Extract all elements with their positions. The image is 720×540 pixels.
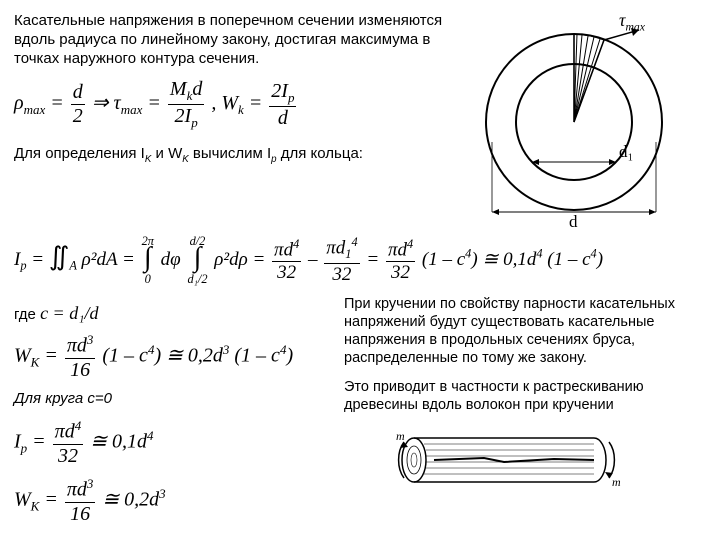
ring-diagram bbox=[454, 12, 694, 222]
c-definition: где c = d₁/d bbox=[14, 303, 344, 324]
wood-beam-diagram: m m bbox=[394, 430, 624, 490]
formula-wk-circle: WK = πd316 ≅ 0,2d3 bbox=[14, 476, 344, 526]
circle-note: Для круга c=0 bbox=[14, 390, 344, 409]
formula-ip-integral: Ip = ∬A ρ²dA = 2π∫0 dφ d/2∫d₁/2 ρ²dρ = π… bbox=[14, 234, 706, 287]
formula-rho-tau: ρmax = d2 ⇒ τmax = Mkd2Ip , Wk = 2Ipd bbox=[14, 78, 454, 131]
svg-text:m: m bbox=[396, 430, 405, 443]
formula-wk-ring: WK = πd316 (1 – c4) ≅ 0,2d3 (1 – c4) bbox=[14, 332, 344, 382]
tau-max-label: τmax bbox=[619, 10, 645, 34]
d-label: d bbox=[569, 212, 578, 232]
ring-intro: Для определения IK и WK вычислим Ip для … bbox=[14, 145, 454, 166]
formula-ip-circle: Ip = πd432 ≅ 0,1d4 bbox=[14, 418, 344, 468]
intro-text: Касательные напряжения в поперечном сече… bbox=[14, 12, 454, 68]
wood-para: Это приводит в частности к растрескивани… bbox=[344, 378, 704, 414]
d1-label: d₁ bbox=[619, 142, 633, 162]
torsion-para: При кручении по свойству парности касате… bbox=[344, 295, 704, 368]
svg-text:m: m bbox=[612, 475, 621, 489]
